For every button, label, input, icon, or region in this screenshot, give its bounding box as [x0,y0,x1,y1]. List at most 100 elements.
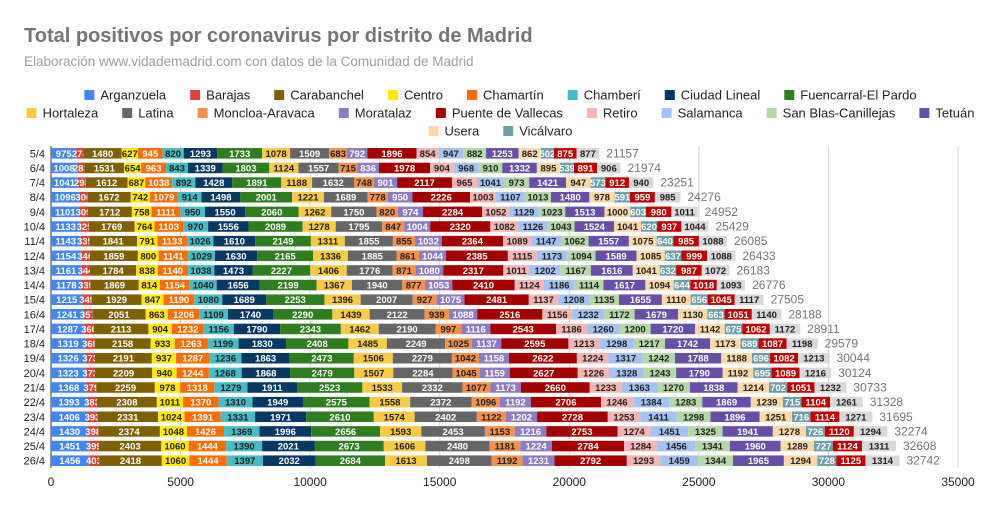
bar-segment [461,323,491,335]
bar-segment [189,279,217,291]
data-label: 1199 [213,339,234,350]
y-tick-label: 7/4 [30,178,45,190]
bar-segment [707,294,735,305]
bar-segment [621,382,658,393]
data-label: 1838 [703,383,724,394]
bar-segment [195,177,233,188]
data-label: 1480 [560,193,581,204]
data-label: 861 [400,251,417,262]
bar-segment [722,367,754,379]
bar-segment [51,221,81,232]
data-label: 1062 [745,324,766,335]
bar-segment [636,250,665,262]
data-label: 1110 [666,295,686,306]
bar-segment [676,367,723,379]
data-label: 1298 [606,339,627,350]
total-label: 28188 [788,307,822,321]
data-label: 906 [601,163,617,174]
data-label: 2480 [447,442,468,453]
data-label: 997 [440,324,456,335]
bar-segment [161,440,189,452]
bar-segment [629,177,654,188]
data-label: 1294 [860,427,882,438]
bar-segment [397,206,424,218]
bar-segment [681,221,709,232]
data-label: 2259 [115,383,136,394]
data-label: 1411 [648,412,669,423]
data-label: 1093 [720,281,741,292]
bar-segment [537,411,608,423]
y-tick-label: 14/4 [24,280,45,292]
data-label: 764 [137,222,154,233]
data-label: 1896 [381,149,402,160]
data-label: 1124 [519,281,540,292]
data-label: 2117 [414,178,435,189]
data-label: 1077 [466,383,487,394]
bar-segment [556,323,587,335]
bars: 5/4 975 274 1480 627 945 820 1293 1733 1078 1509 68… [24,146,941,467]
bar-segment [707,250,736,262]
data-label: 1029 [191,251,212,262]
data-label: 1082 [774,354,795,365]
data-label: 2089 [265,222,286,233]
data-label: 748 [356,178,372,189]
bar-segment [674,352,722,364]
bar-segment [217,148,263,159]
bar-segment [624,440,658,452]
data-label: 1855 [358,237,380,248]
data-label: 1485 [357,339,379,350]
data-label: 758 [134,207,150,218]
bar-segment [262,440,315,452]
bar-segment [87,396,98,408]
data-label: 1790 [246,324,267,335]
data-label: 2191 [113,354,135,365]
data-label: 1236 [215,354,236,365]
bar-segment [722,426,773,437]
bar-segment [641,221,658,232]
data-label: 603 [630,207,646,218]
legend-label: Chamartín [483,88,544,103]
data-label: 871 [396,266,413,277]
data-label: 1041 [480,178,502,189]
bar-segment [158,411,185,423]
data-label: 1129 [514,207,535,218]
bar-segment [98,426,160,437]
bar-segment [577,367,610,379]
legend-label: Barajas [206,88,251,103]
data-label: 1885 [362,251,384,262]
legend-label: Centro [404,88,443,103]
data-label: 687 [128,178,144,189]
data-label: 1270 [663,383,684,394]
y-tick-label: 19/4 [24,353,45,365]
data-label: 1232 [177,324,198,335]
data-label: 877 [406,281,422,292]
data-label: 978 [594,193,610,204]
data-label: 937 [156,354,172,365]
data-label: 901 [378,178,395,189]
legend-swatch [84,90,95,100]
data-label: 1311 [318,237,339,248]
bar-segment [137,235,158,247]
data-label: 1769 [101,222,122,233]
bar-segment [642,352,675,364]
y-tick-label: 18/4 [24,339,45,351]
bar-segment [752,352,771,364]
data-label: 970 [188,222,204,233]
data-label: 1262 [304,207,325,218]
data-label: 1283 [675,398,696,409]
bar-segment [514,279,544,291]
data-label: 1456 [666,442,687,453]
bar-segment [402,279,426,291]
bar-segment [597,162,621,174]
data-label: 2290 [292,310,313,321]
bar-segment [159,279,190,291]
bar-segment [561,235,589,247]
data-label: 1617 [614,281,635,292]
bar-segment [86,382,97,393]
bar-segment [378,162,431,174]
bar-segment [451,352,479,364]
bar-segment [257,250,314,262]
data-label: 620 [641,222,657,233]
y-tick-label: 24/4 [24,426,45,438]
data-label: 863 [149,310,165,321]
